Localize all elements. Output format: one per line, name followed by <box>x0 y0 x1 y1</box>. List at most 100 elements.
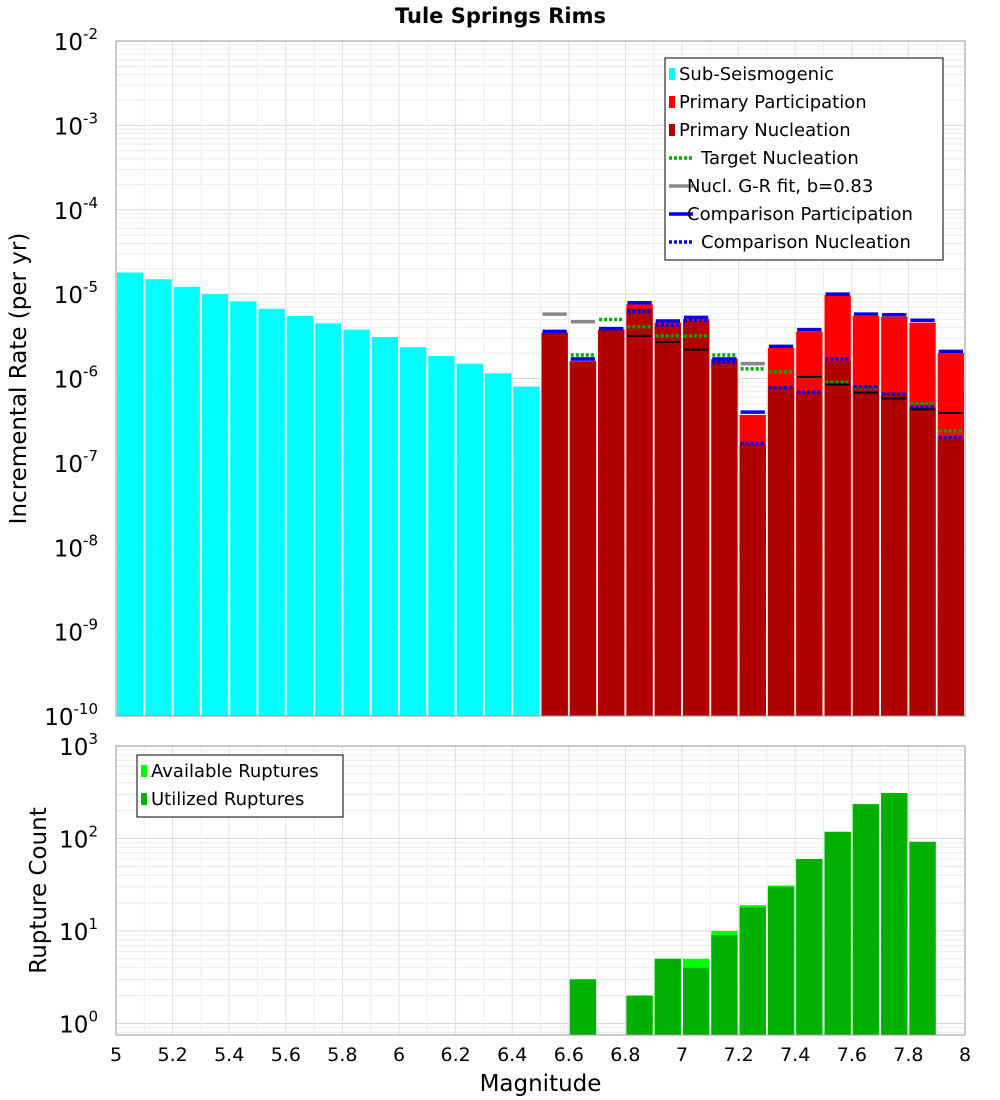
x-tick-label: 7 <box>676 1044 688 1066</box>
legend-entry: Primary Participation <box>679 92 867 113</box>
sub-seismogenic-bar <box>230 301 257 716</box>
y-tick-label: 10-9 <box>54 616 98 647</box>
utilized-ruptures-bar <box>824 831 851 1035</box>
sub-seismogenic-bar <box>428 355 455 716</box>
y-tick-exponent: 1 <box>88 915 98 933</box>
sub-seismogenic-bar <box>117 272 144 716</box>
legend-entry: Comparison Nucleation <box>701 232 911 253</box>
sub-seismogenic-bar <box>145 279 172 716</box>
y-tick-exponent: -10 <box>74 700 99 718</box>
primary-nucleation-bar <box>767 386 795 716</box>
sub-seismogenic-bar <box>456 363 483 716</box>
panel-rates: 10-1010-910-810-710-610-510-410-310-2Inc… <box>6 25 966 731</box>
y-axis-title-counts: Rupture Count <box>26 807 52 973</box>
y-tick-label: 10-4 <box>54 194 98 225</box>
sub-seismogenic-bar <box>513 386 540 716</box>
primary-nucleation-bar <box>541 332 568 716</box>
utilized-ruptures-bar <box>654 958 681 1035</box>
x-tick-label: 7.8 <box>893 1044 923 1066</box>
sub-seismogenic-bar <box>371 337 398 716</box>
y-tick-base: 10 <box>44 705 73 731</box>
legend-entry: Target Nucleation <box>700 148 859 169</box>
sub-seismogenic-bar <box>484 373 512 716</box>
primary-nucleation-bar <box>909 406 936 716</box>
legend-box <box>136 754 344 818</box>
x-axis-title: Magnitude <box>480 1071 602 1097</box>
primary-nucleation-bar <box>852 386 880 716</box>
primary-nucleation-bar <box>569 361 597 716</box>
x-tick-label: 8 <box>959 1044 971 1066</box>
x-tick-label: 5.4 <box>214 1044 244 1066</box>
sub-seismogenic-bar <box>400 347 427 716</box>
plot-border-rates <box>115 40 966 717</box>
plot-border-counts <box>115 745 966 1036</box>
x-tick-label: 6.2 <box>440 1044 470 1066</box>
utilized-ruptures-bar <box>711 935 738 1035</box>
y-tick-base: 10 <box>54 536 83 562</box>
y-tick-label: 10-6 <box>54 363 98 394</box>
utilized-ruptures-bar <box>683 967 710 1035</box>
sub-seismogenic-bar <box>173 286 200 716</box>
y-tick-label: 103 <box>59 730 98 761</box>
y-tick-label: 10-3 <box>54 109 98 140</box>
y-tick-base: 10 <box>54 368 83 394</box>
primary-nucleation-bar <box>626 308 653 716</box>
sub-seismogenic-bar <box>286 316 314 716</box>
x-tick-label: 6.8 <box>610 1044 640 1066</box>
y-tick-base: 10 <box>54 452 83 478</box>
x-tick-label: 5 <box>110 1044 122 1066</box>
utilized-ruptures-bar <box>767 886 795 1035</box>
y-tick-exponent: -5 <box>83 278 98 296</box>
y-tick-base: 10 <box>54 114 83 140</box>
utilized-ruptures-bar <box>852 804 880 1035</box>
y-tick-label: 10-2 <box>54 25 98 56</box>
legend-entry: Available Ruptures <box>151 761 319 782</box>
y-tick-base: 10 <box>59 735 88 761</box>
utilized-ruptures-bar <box>881 793 908 1035</box>
utilized-ruptures-bar <box>739 907 766 1035</box>
y-tick-base: 10 <box>54 621 83 647</box>
y-tick-exponent: 3 <box>88 730 98 748</box>
y-tick-base: 10 <box>54 199 83 225</box>
y-tick-base: 10 <box>59 1012 88 1038</box>
primary-nucleation-bar <box>598 329 625 716</box>
y-tick-base: 10 <box>59 827 88 853</box>
y-tick-label: 10-5 <box>54 278 98 309</box>
primary-nucleation-bar <box>881 392 908 716</box>
legend-entry: Sub-Seismogenic <box>679 64 834 85</box>
y-tick-exponent: -8 <box>83 531 98 549</box>
legend-swatch <box>141 793 147 805</box>
y-tick-exponent: -6 <box>83 363 98 381</box>
legend-entry: Primary Nucleation <box>679 120 851 141</box>
y-tick-label: 100 <box>59 1007 98 1038</box>
utilized-ruptures-bar <box>569 979 597 1035</box>
legend-entry: Utilized Ruptures <box>151 789 304 810</box>
y-axis-title-rates: Incremental Rate (per yr) <box>6 233 32 525</box>
x-tick-label: 5.6 <box>271 1044 301 1066</box>
y-tick-exponent: -4 <box>83 194 98 212</box>
chart-title: Tule Springs Rims <box>395 4 606 28</box>
y-tick-exponent: 0 <box>88 1007 98 1025</box>
primary-nucleation-bar <box>824 361 851 716</box>
primary-nucleation-bar <box>937 438 964 716</box>
x-tick-label: 5.2 <box>157 1044 187 1066</box>
y-tick-exponent: -7 <box>83 447 98 465</box>
utilized-ruptures-bar <box>909 841 936 1035</box>
legend-swatch <box>141 765 147 777</box>
y-tick-label: 101 <box>59 915 98 946</box>
utilized-ruptures-bar <box>796 858 823 1035</box>
legend-box <box>664 57 944 261</box>
x-tick-label: 7.4 <box>780 1044 810 1066</box>
y-tick-label: 10-8 <box>54 531 98 562</box>
primary-nucleation-bar <box>683 321 710 716</box>
sub-seismogenic-bar <box>258 308 285 716</box>
y-tick-label: 10-10 <box>44 700 98 731</box>
y-tick-exponent: 2 <box>88 822 98 840</box>
x-tick-label: 6 <box>393 1044 405 1066</box>
utilized-ruptures-bar <box>626 995 653 1035</box>
x-tick-label: 5.8 <box>327 1044 357 1066</box>
primary-nucleation-bar <box>654 325 681 716</box>
x-tick-label: 7.2 <box>723 1044 753 1066</box>
